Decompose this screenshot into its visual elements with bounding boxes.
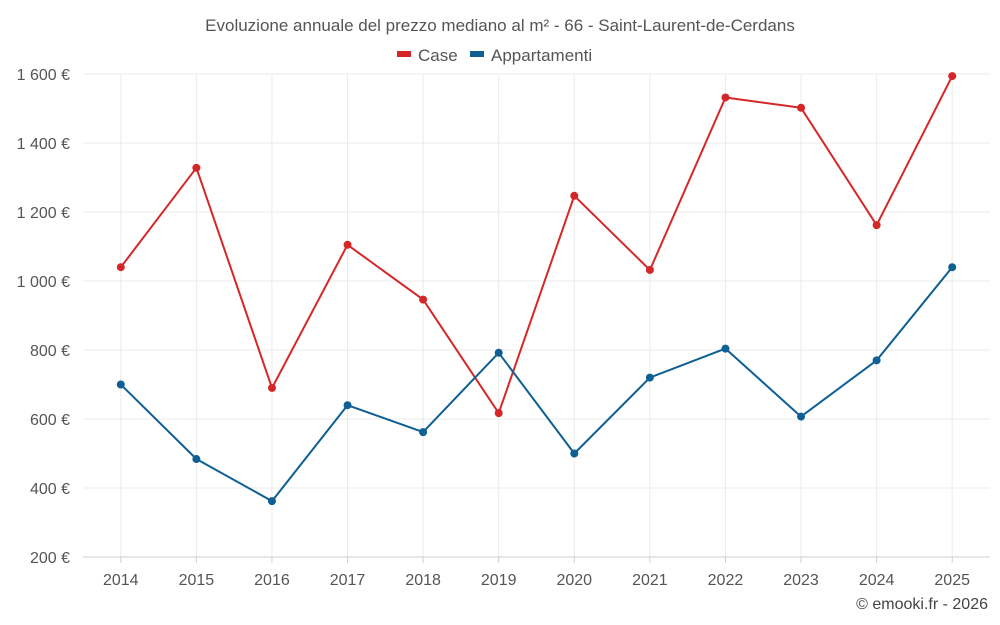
series-line-appartamenti xyxy=(120,266,953,503)
x-tick-label: 2022 xyxy=(708,572,744,589)
x-tick-label: 2024 xyxy=(859,572,895,589)
series-layer xyxy=(116,72,957,506)
data-point-appartamenti-2018[interactable] xyxy=(419,428,428,437)
x-tick-label: 2015 xyxy=(179,572,215,589)
series-appartamenti xyxy=(116,263,957,506)
x-tick-label: 2016 xyxy=(254,572,290,589)
series-line-case xyxy=(120,75,954,415)
legend-swatch-case xyxy=(397,51,411,57)
data-point-case-2022[interactable] xyxy=(721,93,730,102)
y-tick-label: 400 € xyxy=(30,481,70,498)
credit-text: © emooki.fr - 2026 xyxy=(856,596,988,613)
data-point-appartamenti-2016[interactable] xyxy=(267,497,276,506)
data-point-appartamenti-2014[interactable] xyxy=(116,380,125,389)
x-tick-label: 2023 xyxy=(783,572,819,589)
y-tick-label: 1 600 € xyxy=(17,67,70,84)
series-case xyxy=(116,72,957,418)
data-point-case-2025[interactable] xyxy=(948,72,957,81)
data-point-appartamenti-2025[interactable] xyxy=(948,263,957,272)
x-tick-label: 2014 xyxy=(103,572,139,589)
y-axis-ticks: 200 € 400 € 600 € 800 € 1 000 € 1 200 € 1 400 … xyxy=(17,67,70,567)
x-tick-label: 2020 xyxy=(556,572,592,589)
data-point-case-2023[interactable] xyxy=(797,103,806,112)
x-tick-label: 2021 xyxy=(632,572,668,589)
data-point-case-2020[interactable] xyxy=(570,191,579,200)
x-tick-label: 2025 xyxy=(934,572,970,589)
data-point-appartamenti-2015[interactable] xyxy=(192,455,201,464)
y-tick-label: 600 € xyxy=(30,412,70,429)
data-point-appartamenti-2021[interactable] xyxy=(645,373,654,382)
x-tick-label: 2018 xyxy=(405,572,441,589)
data-point-case-2017[interactable] xyxy=(343,240,352,249)
legend-label-appartamenti[interactable]: Appartamenti xyxy=(491,46,592,65)
data-point-case-2014[interactable] xyxy=(116,263,125,272)
data-point-case-2018[interactable] xyxy=(419,295,428,304)
data-point-appartamenti-2020[interactable] xyxy=(570,449,579,458)
y-gridlines xyxy=(83,73,990,558)
data-point-case-2019[interactable] xyxy=(494,409,503,418)
data-point-appartamenti-2017[interactable] xyxy=(343,401,352,410)
y-tick-label: 1 000 € xyxy=(17,274,70,291)
legend: Case Appartamenti xyxy=(397,46,592,65)
y-tick-label: 800 € xyxy=(30,343,70,360)
data-point-appartamenti-2024[interactable] xyxy=(872,356,881,365)
x-axis-ticks: 2014 2015 2016 2017 2018 2019 2020 2021 2022 2023… xyxy=(103,557,970,589)
data-point-appartamenti-2022[interactable] xyxy=(721,344,730,353)
data-point-case-2015[interactable] xyxy=(192,163,201,172)
y-tick-label: 1 400 € xyxy=(17,136,70,153)
x-tick-label: 2017 xyxy=(330,572,366,589)
x-gridlines xyxy=(120,74,953,557)
legend-swatch-appartamenti xyxy=(470,51,484,57)
legend-label-case[interactable]: Case xyxy=(418,46,458,65)
data-point-case-2016[interactable] xyxy=(267,383,276,392)
data-point-appartamenti-2023[interactable] xyxy=(797,412,806,421)
data-point-case-2021[interactable] xyxy=(645,265,654,274)
y-tick-label: 200 € xyxy=(30,550,70,567)
data-point-appartamenti-2019[interactable] xyxy=(494,348,503,357)
chart-title: Evoluzione annuale del prezzo mediano al… xyxy=(205,16,795,35)
data-point-case-2024[interactable] xyxy=(872,221,881,230)
y-tick-label: 1 200 € xyxy=(17,205,70,222)
x-tick-label: 2019 xyxy=(481,572,517,589)
